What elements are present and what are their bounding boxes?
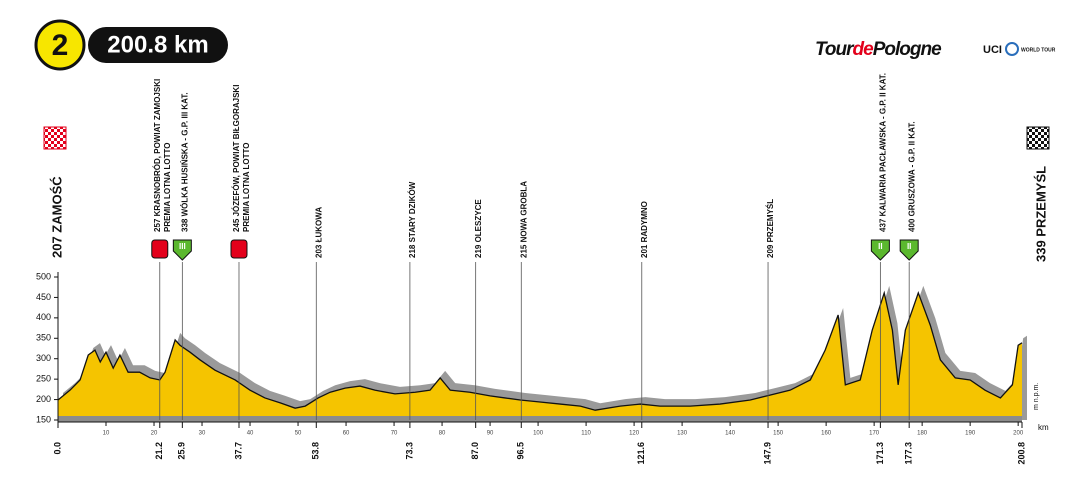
- profile-shadow: [63, 285, 1027, 420]
- x-tick-label: 160: [821, 431, 832, 437]
- stage-number: 2: [52, 29, 69, 62]
- waypoint-label: 201 RADYMNO: [640, 201, 649, 258]
- km-label: 177.3: [904, 442, 914, 465]
- waypoint-label: 209 PRZEMYŚL: [766, 199, 775, 258]
- km-label: 171.3: [875, 442, 885, 465]
- base-band: [58, 416, 1022, 422]
- profile-area: [58, 292, 1022, 420]
- km-label: 21.2: [154, 442, 164, 460]
- y-tick-label: 350: [36, 333, 51, 343]
- x-tick-label: 40: [247, 431, 254, 437]
- km-label: 96.5: [516, 442, 526, 460]
- profile-line: [57, 290, 1023, 411]
- x-tick-label: 20: [151, 431, 158, 437]
- mountain-category: III: [179, 242, 186, 251]
- km-label: 121.6: [636, 442, 646, 465]
- y-tick-label: 200: [36, 394, 51, 404]
- waypoint-label: PREMIA LOTNA LOTTO: [163, 143, 172, 232]
- sprint-icon: [230, 239, 248, 259]
- y-axis-label: m n.p.m.: [1033, 383, 1040, 410]
- mountain-icon: [899, 239, 919, 261]
- x-tick-label: 170: [869, 431, 880, 437]
- km-label: 73.3: [404, 442, 414, 460]
- waypoint-label: 338 WÓLKA HUSIŃSKA - G.P. III KAT.: [180, 92, 189, 232]
- x-tick-label: 70: [391, 431, 398, 437]
- stage-badge: [34, 19, 86, 71]
- mountain-icon: [870, 239, 890, 261]
- sprint-icon: [151, 239, 169, 259]
- start-label: 207 ZAMOŚĆ: [49, 176, 64, 258]
- finish-label: 339 PRZEMYŚL: [1033, 166, 1048, 262]
- mountain-category: II: [878, 242, 882, 251]
- x-tick-label: 130: [677, 431, 688, 437]
- x-tick-label: 60: [343, 431, 350, 437]
- km-label: 37.7: [233, 442, 243, 460]
- km-label: 25.9: [177, 442, 187, 460]
- mountain-category: II: [907, 242, 911, 251]
- x-tick-label: 200: [1013, 431, 1024, 437]
- logo: TourdePologne: [815, 39, 942, 60]
- x-tick-label: 80: [439, 431, 446, 437]
- x-tick-label: 90: [487, 431, 494, 437]
- logo-uci: UCI: [983, 44, 1002, 56]
- mountain-icon: [172, 239, 192, 261]
- x-axis-label: km: [1038, 423, 1049, 432]
- waypoint-label: 215 NOWA GROBLA: [519, 181, 528, 258]
- x-tick-label: 100: [533, 431, 544, 437]
- logo-rings: [1005, 42, 1019, 56]
- km-label: 147.9: [762, 442, 772, 465]
- stage-distance: 200.8 km: [107, 31, 208, 58]
- header: 2 200.8 km TourdePologne UCI WORLD TOUR: [34, 19, 1056, 71]
- km-label: 87.0: [470, 442, 480, 460]
- y-tick-label: 250: [36, 374, 51, 384]
- x-tick-label: 110: [581, 431, 591, 437]
- waypoint-label: 245 JÓZEFÓW, POWIAT BIŁGORAJSKI: [232, 85, 241, 232]
- km-label: 0.0: [52, 442, 62, 455]
- waypoint-label: 400 GRUSZOWA - G.P. II KAT.: [907, 121, 916, 232]
- waypoint-label: 437 KALWARIA PACŁAWSKA - G.P. II KAT.: [878, 73, 887, 232]
- x-tick-label: 140: [725, 431, 736, 437]
- waypoint-label: PREMIA LOTNA LOTTO: [242, 143, 251, 232]
- logo-pologne: Pologne: [873, 39, 942, 60]
- logo-tour: Tour: [815, 39, 855, 60]
- x-tick-label: 10: [103, 431, 110, 437]
- x-tick-label: 50: [295, 431, 302, 437]
- distance-pill: [88, 27, 228, 63]
- x-tick-label: 120: [629, 431, 640, 437]
- x-tick-label: 180: [917, 431, 928, 437]
- waypoint-label: 203 ŁUKOWA: [314, 207, 323, 258]
- finish-flag: [1026, 126, 1050, 150]
- x-tick-label: 150: [773, 431, 784, 437]
- y-tick-label: 150: [36, 414, 51, 424]
- waypoint-label: 257 KRASNOBRÓD, POWIAT ZAMOJSKI: [153, 79, 162, 232]
- start-flag: [43, 126, 67, 150]
- y-tick-label: 500: [36, 271, 51, 281]
- waypoint-label: 218 STARY DZIKÓW: [408, 181, 417, 258]
- waypoint-label: 219 OLESZYCE: [474, 199, 483, 258]
- y-tick-label: 300: [36, 353, 51, 363]
- logo-de: de: [853, 39, 875, 60]
- logo-world-tour: WORLD TOUR: [1021, 47, 1056, 53]
- km-label: 200.8: [1016, 442, 1026, 465]
- km-label: 53.8: [311, 442, 321, 460]
- x-tick-label: 30: [199, 431, 206, 437]
- y-tick-label: 450: [36, 292, 51, 302]
- x-tick-label: 190: [965, 431, 976, 437]
- y-tick-label: 400: [36, 312, 51, 322]
